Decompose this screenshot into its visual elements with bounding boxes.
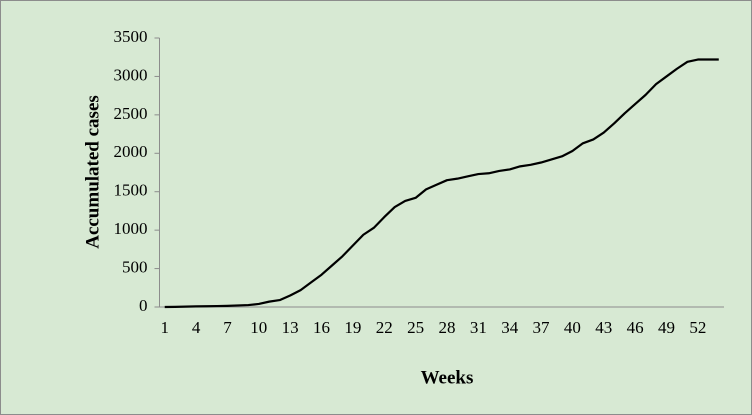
y-tick-label: 3500 — [114, 27, 148, 46]
x-tick-label: 13 — [282, 318, 299, 337]
x-tick-label: 7 — [223, 318, 232, 337]
x-tick-label: 10 — [250, 318, 267, 337]
y-tick-label: 0 — [139, 296, 148, 315]
x-tick-label: 34 — [501, 318, 519, 337]
x-tick-label: 4 — [192, 318, 201, 337]
x-tick-label: 37 — [533, 318, 551, 337]
x-tick-label: 16 — [313, 318, 330, 337]
x-tick-label: 22 — [376, 318, 393, 337]
y-tick-label: 3000 — [114, 65, 148, 84]
x-tick-label: 49 — [658, 318, 675, 337]
data-line — [164, 58, 719, 309]
x-tick-label: 1 — [160, 318, 169, 337]
x-tick-label: 46 — [627, 318, 644, 337]
x-tick-label: 31 — [470, 318, 487, 337]
y-tick-label: 1500 — [114, 181, 148, 200]
x-tick-label: 25 — [407, 318, 424, 337]
x-axis-title: Weeks — [421, 367, 474, 388]
x-tick-label: 19 — [344, 318, 361, 337]
x-tick-label: 52 — [689, 318, 706, 337]
y-tick-label: 1000 — [114, 219, 148, 238]
y-tick-label: 2500 — [114, 104, 148, 123]
y-tick-label: 500 — [122, 257, 148, 276]
y-tick-label: 2000 — [114, 142, 148, 161]
x-tick-label: 40 — [564, 318, 581, 337]
x-tick-label: 43 — [595, 318, 612, 337]
y-axis-title: Accumulated cases — [82, 95, 103, 249]
x-tick-label: 28 — [438, 318, 455, 337]
